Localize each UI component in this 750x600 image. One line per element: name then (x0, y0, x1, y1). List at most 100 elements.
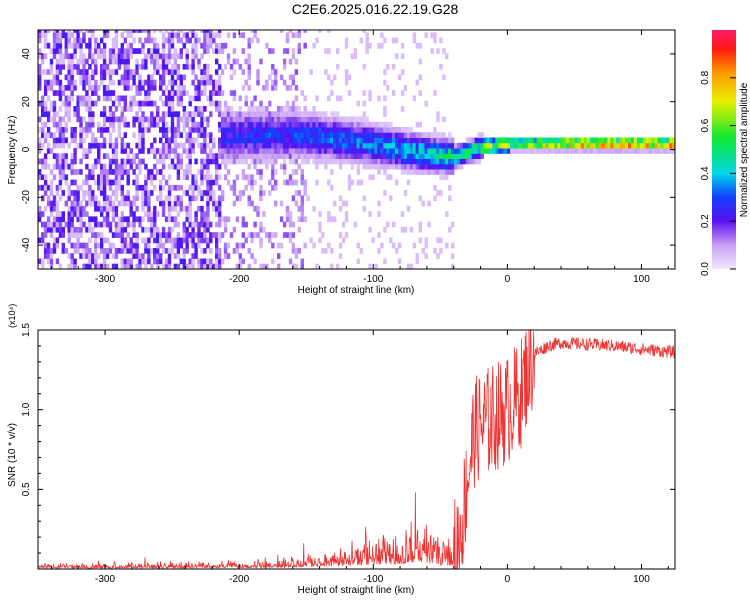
spectrogram-cell (73, 37, 77, 44)
spectrogram-cell (126, 53, 130, 60)
spectrogram-cell (64, 248, 68, 254)
spectrogram-cell (200, 74, 204, 81)
spectrogram-cell (161, 116, 166, 123)
spectrogram-cell (200, 205, 204, 212)
spectrogram-cell (445, 153, 449, 159)
spectrogram-cell (38, 216, 42, 223)
spectrogram-cell (191, 48, 195, 54)
spectrogram-cell (123, 142, 127, 149)
spectrogram-cell (279, 111, 284, 117)
spectrogram-cell (135, 85, 139, 91)
spectrogram-cell (253, 142, 257, 149)
spectrogram-cell (67, 263, 71, 269)
spectrogram-cell (592, 148, 597, 154)
spectrogram-cell (400, 90, 405, 96)
spectrogram-cell (176, 153, 181, 159)
spectrogram-cell (111, 253, 116, 259)
spectrogram-cell (38, 63, 42, 70)
spectrogram-cell (88, 263, 92, 269)
spectrogram-cell (356, 121, 360, 128)
spectrogram-cell (43, 158, 48, 165)
spectrogram-cell (194, 248, 198, 254)
spectrogram-cell (271, 63, 275, 70)
spectrogram-cell (294, 263, 299, 269)
spectrogram-cell (586, 148, 591, 154)
spectrogram-cell (108, 169, 113, 175)
spectrogram-cell (377, 153, 381, 159)
spectrogram-cell (232, 148, 237, 154)
spectrogram-cell (132, 221, 136, 228)
spectrogram-cell (421, 169, 425, 175)
spectrogram-cell (563, 137, 567, 144)
spectrogram-cell (265, 232, 269, 238)
spectrogram-cell (170, 148, 175, 154)
spectrogram-cell (436, 253, 440, 259)
spectrogram-cell (474, 153, 478, 159)
spectrogram-cell (97, 253, 101, 259)
spectrogram-cell (259, 184, 263, 191)
spectrogram-cell (38, 174, 42, 181)
spectrogram-cell (185, 90, 189, 96)
spectrogram-cell (100, 132, 104, 138)
spectrogram-cell (88, 121, 92, 128)
spectrogram-cell (392, 142, 396, 149)
spectrogram-cell (256, 142, 260, 149)
spectrogram-cell (153, 226, 157, 233)
spectrogram-cell (300, 258, 304, 265)
spectrogram-cell (409, 226, 414, 233)
spectrogram-cell (135, 69, 139, 75)
spectrogram-cell (580, 137, 585, 144)
spectrogram-cell (501, 148, 505, 154)
spectrogram-cell (126, 221, 130, 228)
spectrogram-cell (64, 174, 68, 181)
spectrogram-cell (262, 153, 266, 159)
spectrogram-cell (380, 163, 384, 170)
spectrogram-cell (64, 95, 68, 102)
spectrogram-cell (191, 221, 195, 228)
spectrogram-cell (338, 116, 343, 123)
spectrogram-cell (188, 63, 192, 70)
spectrogram-cell (191, 142, 195, 149)
spectrogram-cell (483, 142, 487, 149)
spectrogram-cell (356, 163, 360, 170)
spectrogram-cell (212, 37, 216, 44)
spectrogram-cell (206, 179, 210, 186)
spectrogram-cell (288, 221, 293, 228)
spectrogram-cell (380, 132, 384, 138)
spectrogram-cell (197, 121, 201, 128)
spectrogram-cell (170, 37, 175, 44)
spectrogram-cell (159, 158, 163, 165)
spectrogram-cell (91, 58, 95, 65)
spectrogram-cell (61, 242, 65, 249)
spectrogram-cell (206, 95, 210, 102)
spectrogram-cell (120, 53, 124, 60)
spectrogram-cell (350, 148, 355, 154)
spectrogram-cell (94, 158, 98, 165)
spectrogram-cell (530, 142, 535, 149)
spectrogram-cell (188, 205, 192, 212)
spectrogram-cell (297, 190, 301, 196)
spectrogram-cell (191, 179, 195, 186)
spectrogram-cell (421, 132, 425, 138)
spectrogram-cell (156, 232, 160, 238)
spectrogram-cell (194, 216, 198, 223)
spectrogram-cell (288, 30, 293, 33)
spectrogram-cell (430, 137, 434, 144)
spectrogram-cell (102, 258, 107, 265)
spectrogram-cell (176, 263, 181, 269)
spectrogram-cell (291, 106, 296, 112)
spectrogram-cell (73, 232, 77, 238)
spectrogram-cell (256, 69, 260, 75)
spectrogram-cell (403, 163, 408, 170)
spectrogram-cell (73, 200, 77, 207)
spectrogram-cell (436, 137, 440, 144)
spectrogram-cell (153, 258, 157, 265)
spectrogram-cell (111, 53, 116, 60)
spectrogram-cell (232, 248, 237, 254)
spectrogram-cell (501, 142, 505, 149)
spectrogram-cell (223, 174, 228, 181)
spectrogram-cell (144, 116, 148, 123)
spectrogram-cell (241, 127, 245, 133)
spectrogram-cell (85, 190, 89, 196)
spectrogram-cell (117, 184, 122, 191)
